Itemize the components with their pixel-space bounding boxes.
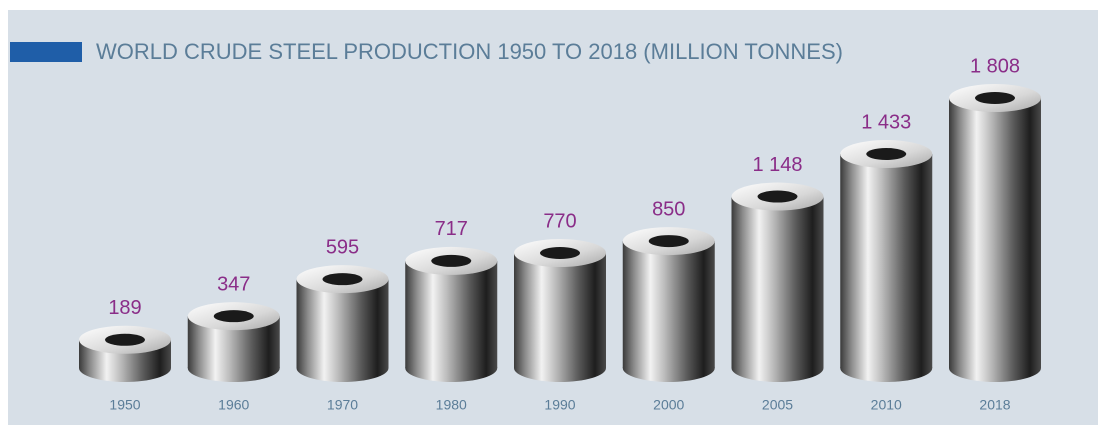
- value-label: 850: [652, 198, 685, 220]
- x-tick-label: 1990: [544, 397, 575, 413]
- cylinder-body: [840, 154, 933, 368]
- x-tick-label: 2005: [762, 397, 793, 413]
- value-label: 1 148: [752, 154, 802, 176]
- cylinder-hole: [540, 247, 580, 260]
- cylinder-body: [622, 241, 715, 368]
- cylinder-body: [296, 279, 389, 368]
- chart-title: WORLD CRUDE STEEL PRODUCTION 1950 TO 201…: [96, 39, 843, 64]
- cylinder-hole: [648, 235, 689, 248]
- title-marker: [10, 42, 82, 62]
- value-label: 1 808: [970, 55, 1020, 77]
- x-tick-label: 2018: [979, 397, 1010, 413]
- value-label: 347: [217, 273, 250, 295]
- value-label: 189: [108, 297, 141, 319]
- cylinder-body: [514, 253, 606, 368]
- cylinder-hole: [975, 92, 1015, 104]
- cylinder-hole: [105, 333, 145, 346]
- value-label: 717: [435, 218, 468, 240]
- cylinder-hole: [322, 273, 363, 286]
- x-tick-label: 2000: [653, 397, 684, 413]
- x-tick-label: 1960: [218, 397, 249, 413]
- cylinder-hole: [213, 310, 254, 323]
- x-tick-label: 1980: [436, 397, 467, 413]
- cylinder-body: [405, 260, 498, 368]
- cylinder-hole: [866, 148, 907, 161]
- value-label: 770: [543, 210, 576, 232]
- x-tick-label: 1950: [109, 397, 140, 413]
- value-label: 1 433: [861, 111, 911, 133]
- cylinder-body: [949, 98, 1041, 368]
- x-tick-label: 2010: [871, 397, 902, 413]
- x-tick-label: 1970: [327, 397, 358, 413]
- cylinder-hole: [757, 190, 798, 203]
- value-label: 595: [326, 236, 359, 258]
- cylinder-body: [731, 196, 824, 368]
- cylinder-hole: [431, 254, 472, 267]
